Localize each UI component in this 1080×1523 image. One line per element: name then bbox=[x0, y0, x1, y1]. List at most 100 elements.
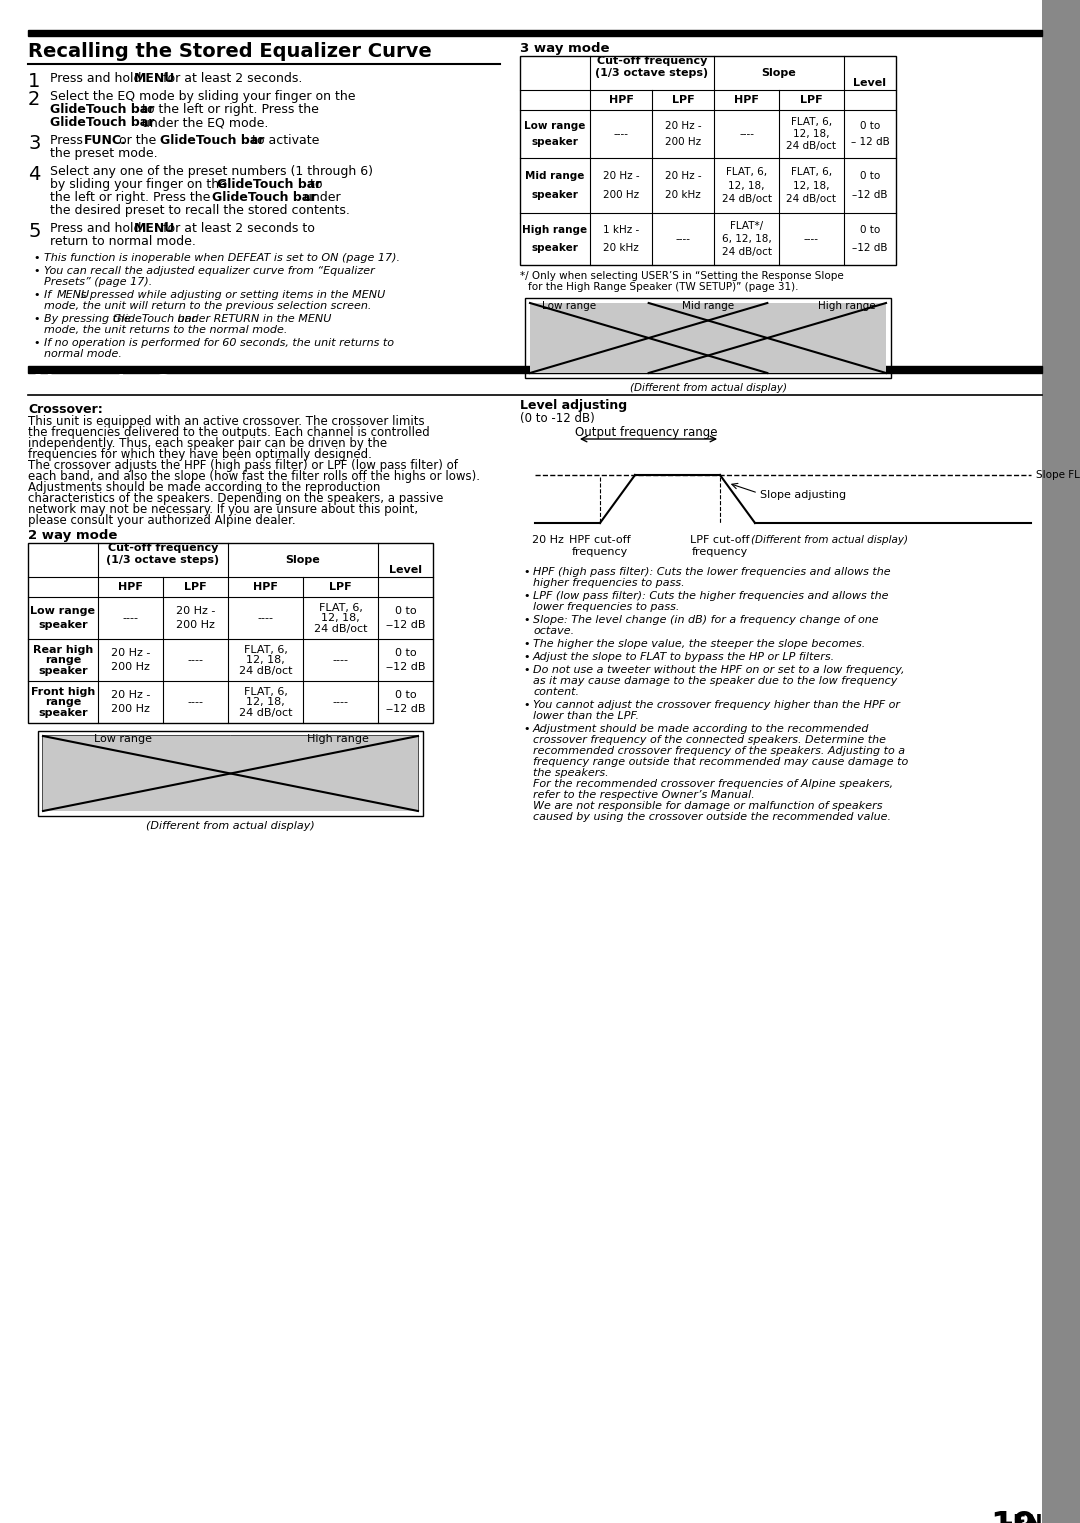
Text: We are not responsible for damage or malfunction of speakers: We are not responsible for damage or mal… bbox=[534, 801, 882, 812]
Text: 24 dB/oct: 24 dB/oct bbox=[314, 623, 367, 634]
Text: GlideTouch bar: GlideTouch bar bbox=[217, 178, 322, 190]
Text: HPF: HPF bbox=[734, 94, 759, 105]
Text: Low range: Low range bbox=[30, 606, 95, 615]
Text: crossover frequency of the connected speakers. Determine the: crossover frequency of the connected spe… bbox=[534, 736, 886, 745]
Text: 20 Hz -: 20 Hz - bbox=[176, 606, 215, 615]
Text: return to normal mode.: return to normal mode. bbox=[50, 235, 195, 248]
Text: Select any one of the preset numbers (1 through 6): Select any one of the preset numbers (1 … bbox=[50, 164, 373, 178]
Bar bbox=[38, 731, 423, 816]
Text: –12 dB: –12 dB bbox=[852, 242, 888, 253]
Polygon shape bbox=[230, 736, 418, 812]
Text: under RETURN in the MENU: under RETURN in the MENU bbox=[174, 314, 330, 324]
Text: •: • bbox=[523, 567, 529, 577]
Text: 12, 18,: 12, 18, bbox=[246, 698, 285, 707]
Text: 19: 19 bbox=[990, 1509, 1037, 1523]
Text: FLAT, 6,: FLAT, 6, bbox=[244, 644, 287, 655]
Text: •: • bbox=[33, 253, 40, 263]
Text: GlideTouch bar: GlideTouch bar bbox=[50, 104, 154, 116]
Text: 200 Hz: 200 Hz bbox=[176, 620, 215, 631]
Text: •: • bbox=[523, 652, 529, 663]
Text: GlideTouch bar: GlideTouch bar bbox=[212, 190, 316, 204]
Text: 20 Hz -: 20 Hz - bbox=[603, 171, 639, 181]
Text: 24 dB/oct: 24 dB/oct bbox=[721, 247, 771, 257]
Text: Press: Press bbox=[50, 134, 86, 148]
Text: •: • bbox=[523, 640, 529, 649]
Text: HPF: HPF bbox=[608, 94, 634, 105]
Text: Low range: Low range bbox=[542, 302, 596, 311]
Text: 0 to: 0 to bbox=[860, 171, 880, 181]
Text: •: • bbox=[33, 267, 40, 276]
Text: Slope adjusting: Slope adjusting bbox=[760, 490, 846, 500]
Text: please consult your authorized Alpine dealer.: please consult your authorized Alpine de… bbox=[28, 513, 296, 527]
Text: 4: 4 bbox=[28, 164, 40, 184]
Text: Slope FLAT: Slope FLAT bbox=[1036, 471, 1080, 480]
Text: If: If bbox=[44, 289, 55, 300]
Text: Level: Level bbox=[853, 78, 887, 88]
Text: 1 kHz -: 1 kHz - bbox=[603, 225, 639, 236]
Text: to: to bbox=[306, 178, 322, 190]
Text: 20 Hz -: 20 Hz - bbox=[664, 171, 701, 181]
Text: Cut-off frequency
(1/3 octave steps): Cut-off frequency (1/3 octave steps) bbox=[595, 56, 708, 78]
Text: the frequencies delivered to the outputs. Each channel is controlled: the frequencies delivered to the outputs… bbox=[28, 426, 430, 439]
Text: for the High Range Speaker (TW SETUP)” (page 31).: for the High Range Speaker (TW SETUP)” (… bbox=[528, 282, 798, 292]
Text: speaker: speaker bbox=[531, 242, 579, 253]
Text: The crossover adjusts the HPF (high pass filter) or LPF (low pass filter) of: The crossover adjusts the HPF (high pass… bbox=[28, 458, 458, 472]
Polygon shape bbox=[43, 736, 230, 812]
Text: 200 Hz: 200 Hz bbox=[603, 190, 639, 200]
Text: •: • bbox=[523, 591, 529, 602]
Text: (Different from actual display): (Different from actual display) bbox=[751, 535, 908, 545]
Text: HPF: HPF bbox=[253, 582, 278, 592]
Text: by sliding your finger on the: by sliding your finger on the bbox=[50, 178, 231, 190]
Text: High range: High range bbox=[819, 302, 876, 311]
Text: mode, the unit will return to the previous selection screen.: mode, the unit will return to the previo… bbox=[44, 302, 372, 311]
Text: ----: ---- bbox=[804, 235, 819, 244]
Text: LPF: LPF bbox=[185, 582, 206, 592]
Text: Mid range: Mid range bbox=[525, 171, 584, 181]
Text: lower than the LPF.: lower than the LPF. bbox=[534, 711, 639, 720]
Text: each band, and also the slope (how fast the filter rolls off the highs or lows).: each band, and also the slope (how fast … bbox=[28, 471, 480, 483]
Text: Cut-off frequency
(1/3 octave steps): Cut-off frequency (1/3 octave steps) bbox=[107, 544, 219, 565]
Text: •: • bbox=[33, 314, 40, 324]
Text: ‒12 dB: ‒12 dB bbox=[386, 704, 426, 714]
Text: 6, 12, 18,: 6, 12, 18, bbox=[721, 235, 771, 244]
Text: frequencies for which they have been optimally designed.: frequencies for which they have been opt… bbox=[28, 448, 372, 461]
Text: Press and hold: Press and hold bbox=[50, 222, 146, 235]
Text: 20 Hz -: 20 Hz - bbox=[111, 690, 150, 701]
Text: 24 dB/oct: 24 dB/oct bbox=[786, 195, 837, 204]
Text: 200 Hz: 200 Hz bbox=[111, 663, 150, 672]
Text: lower frequencies to pass.: lower frequencies to pass. bbox=[534, 602, 679, 612]
Text: Presets” (page 17).: Presets” (page 17). bbox=[44, 277, 152, 286]
Text: 1: 1 bbox=[28, 72, 40, 91]
Text: the preset mode.: the preset mode. bbox=[50, 148, 158, 160]
Text: FLAT, 6,: FLAT, 6, bbox=[726, 166, 767, 177]
Text: This unit is equipped with an active crossover. The crossover limits: This unit is equipped with an active cro… bbox=[28, 414, 424, 428]
Text: You cannot adjust the crossover frequency higher than the HPF or: You cannot adjust the crossover frequenc… bbox=[534, 701, 900, 710]
Text: Mid range: Mid range bbox=[681, 302, 734, 311]
Text: is pressed while adjusting or setting items in the MENU: is pressed while adjusting or setting it… bbox=[75, 289, 386, 300]
Text: under the EQ mode.: under the EQ mode. bbox=[138, 116, 269, 129]
Text: GlideTouch bar: GlideTouch bar bbox=[50, 116, 154, 129]
Text: GlideTouch bar: GlideTouch bar bbox=[160, 134, 264, 148]
Text: •: • bbox=[523, 701, 529, 710]
Text: mode, the unit returns to the normal mode.: mode, the unit returns to the normal mod… bbox=[44, 324, 287, 335]
Text: Press and hold: Press and hold bbox=[50, 72, 146, 85]
Text: 24 dB/oct: 24 dB/oct bbox=[239, 708, 293, 717]
Text: High range: High range bbox=[308, 734, 369, 745]
Text: the left or right. Press the: the left or right. Press the bbox=[50, 190, 214, 204]
Text: 200 Hz: 200 Hz bbox=[665, 137, 701, 148]
Bar bbox=[1042, 0, 1080, 1523]
Text: the desired preset to recall the stored contents.: the desired preset to recall the stored … bbox=[50, 204, 350, 216]
Text: FUNC.: FUNC. bbox=[83, 134, 126, 148]
Text: 0 to: 0 to bbox=[394, 647, 416, 658]
Text: ----: ---- bbox=[333, 655, 349, 666]
Text: MENU: MENU bbox=[134, 72, 175, 85]
Text: ----: ---- bbox=[739, 129, 754, 139]
Text: higher frequencies to pass.: higher frequencies to pass. bbox=[534, 579, 685, 588]
Text: Crossover:: Crossover: bbox=[28, 404, 103, 416]
Text: Low range: Low range bbox=[94, 734, 151, 745]
Text: Adjustments should be made according to the reproduction: Adjustments should be made according to … bbox=[28, 481, 380, 493]
Text: 24 dB/oct: 24 dB/oct bbox=[721, 195, 771, 204]
Text: 20 Hz -: 20 Hz - bbox=[664, 120, 701, 131]
Text: 12, 18,: 12, 18, bbox=[321, 612, 360, 623]
Text: or the: or the bbox=[114, 134, 160, 148]
